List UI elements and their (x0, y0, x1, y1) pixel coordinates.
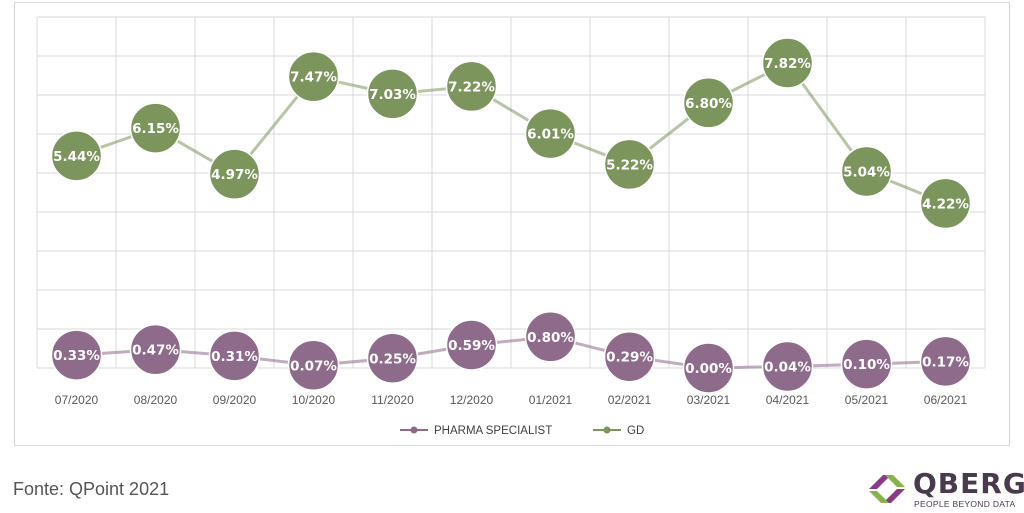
data-point (761, 340, 814, 393)
data-point (366, 68, 419, 120)
data-label: 0.31% (211, 349, 258, 365)
legend: PHARMA SPECIALIST GD (400, 425, 644, 437)
data-label: 0.59% (448, 338, 495, 354)
legend-label: PHARMA SPECIALIST (434, 425, 552, 437)
data-point (366, 332, 419, 384)
data-label: 6.80% (685, 96, 732, 112)
x-tick-label: 10/2020 (292, 393, 336, 407)
data-point (208, 330, 261, 382)
data-point (524, 107, 577, 160)
data-label: 4.97% (211, 167, 258, 183)
data-point (603, 138, 656, 191)
x-tick-label: 06/2021 (924, 393, 968, 407)
data-label: 0.47% (132, 343, 179, 359)
data-point (682, 77, 735, 129)
x-tick-label: 01/2021 (529, 393, 573, 407)
data-label: 0.25% (369, 351, 416, 367)
data-point (129, 102, 182, 154)
data-point (840, 145, 893, 198)
data-point (524, 311, 577, 363)
data-label: 0.10% (843, 357, 890, 373)
line-chart: 07/2020 08/2020 09/2020 10/2020 11/2020 12/20… (36, 16, 986, 437)
data-point (445, 319, 498, 371)
chart-frame: 07/2020 08/2020 09/2020 10/2020 11/2020 12/20… (14, 2, 1010, 446)
qberg-logo-icon (869, 475, 905, 503)
brand-tagline: PEOPLE BEYOND DATA (914, 499, 1016, 509)
data-point (840, 338, 893, 390)
legend-marker (603, 426, 611, 434)
x-tick-label: 05/2021 (845, 393, 889, 407)
brand-logo: QBERG PEOPLE BEYOND DATA (865, 465, 1024, 511)
data-label: 5.04% (843, 164, 890, 180)
data-point (287, 50, 340, 103)
data-point (50, 130, 103, 182)
data-label: 4.22% (922, 196, 969, 212)
data-point (603, 330, 656, 383)
data-point (50, 329, 103, 381)
data-label: 0.17% (922, 354, 969, 370)
legend-label: GD (627, 425, 644, 437)
data-label: 5.44% (53, 149, 100, 165)
x-tick-label: 03/2021 (687, 393, 731, 407)
series-gd: 5.44% 6.15% 4.97% 7.47% 7.03% 7.22% 6.01% 5.22%… (50, 37, 972, 230)
x-tick-label: 12/2020 (450, 393, 494, 407)
data-point (445, 60, 498, 113)
data-point (208, 148, 261, 200)
legend-marker (410, 426, 418, 434)
data-label: 0.07% (290, 358, 337, 374)
data-label: 0.80% (527, 330, 574, 346)
data-point (682, 342, 735, 394)
x-tick-label: 08/2020 (134, 393, 178, 407)
data-label: 5.22% (606, 157, 653, 173)
x-tick-label: 02/2021 (608, 393, 652, 407)
data-point (287, 339, 340, 392)
data-point (761, 37, 814, 89)
x-tick-label: 04/2021 (766, 393, 810, 407)
series-pharma-specialist: 0.33% 0.47% 0.31% 0.07% 0.25% 0.59% 0.80% 0.29%… (50, 311, 972, 394)
x-tick-label: 07/2020 (55, 393, 99, 407)
data-label: 0.04% (764, 359, 811, 375)
brand-name: QBERG (913, 467, 1024, 500)
source-note: Fonte: QPoint 2021 (13, 479, 170, 499)
x-tick-label: 09/2020 (213, 393, 257, 407)
data-label: 7.47% (290, 70, 337, 86)
grid (36, 16, 986, 369)
data-label: 0.00% (685, 361, 732, 377)
data-label: 0.33% (53, 348, 100, 364)
data-label: 6.01% (527, 127, 574, 143)
data-label: 7.22% (448, 79, 495, 95)
x-tick-label: 11/2020 (371, 393, 414, 407)
data-point (919, 335, 972, 388)
data-point (129, 323, 182, 376)
data-point (919, 177, 972, 230)
data-label: 7.03% (369, 87, 416, 103)
data-label: 0.29% (606, 350, 653, 366)
data-label: 7.82% (764, 56, 811, 72)
data-label: 6.15% (132, 121, 179, 137)
